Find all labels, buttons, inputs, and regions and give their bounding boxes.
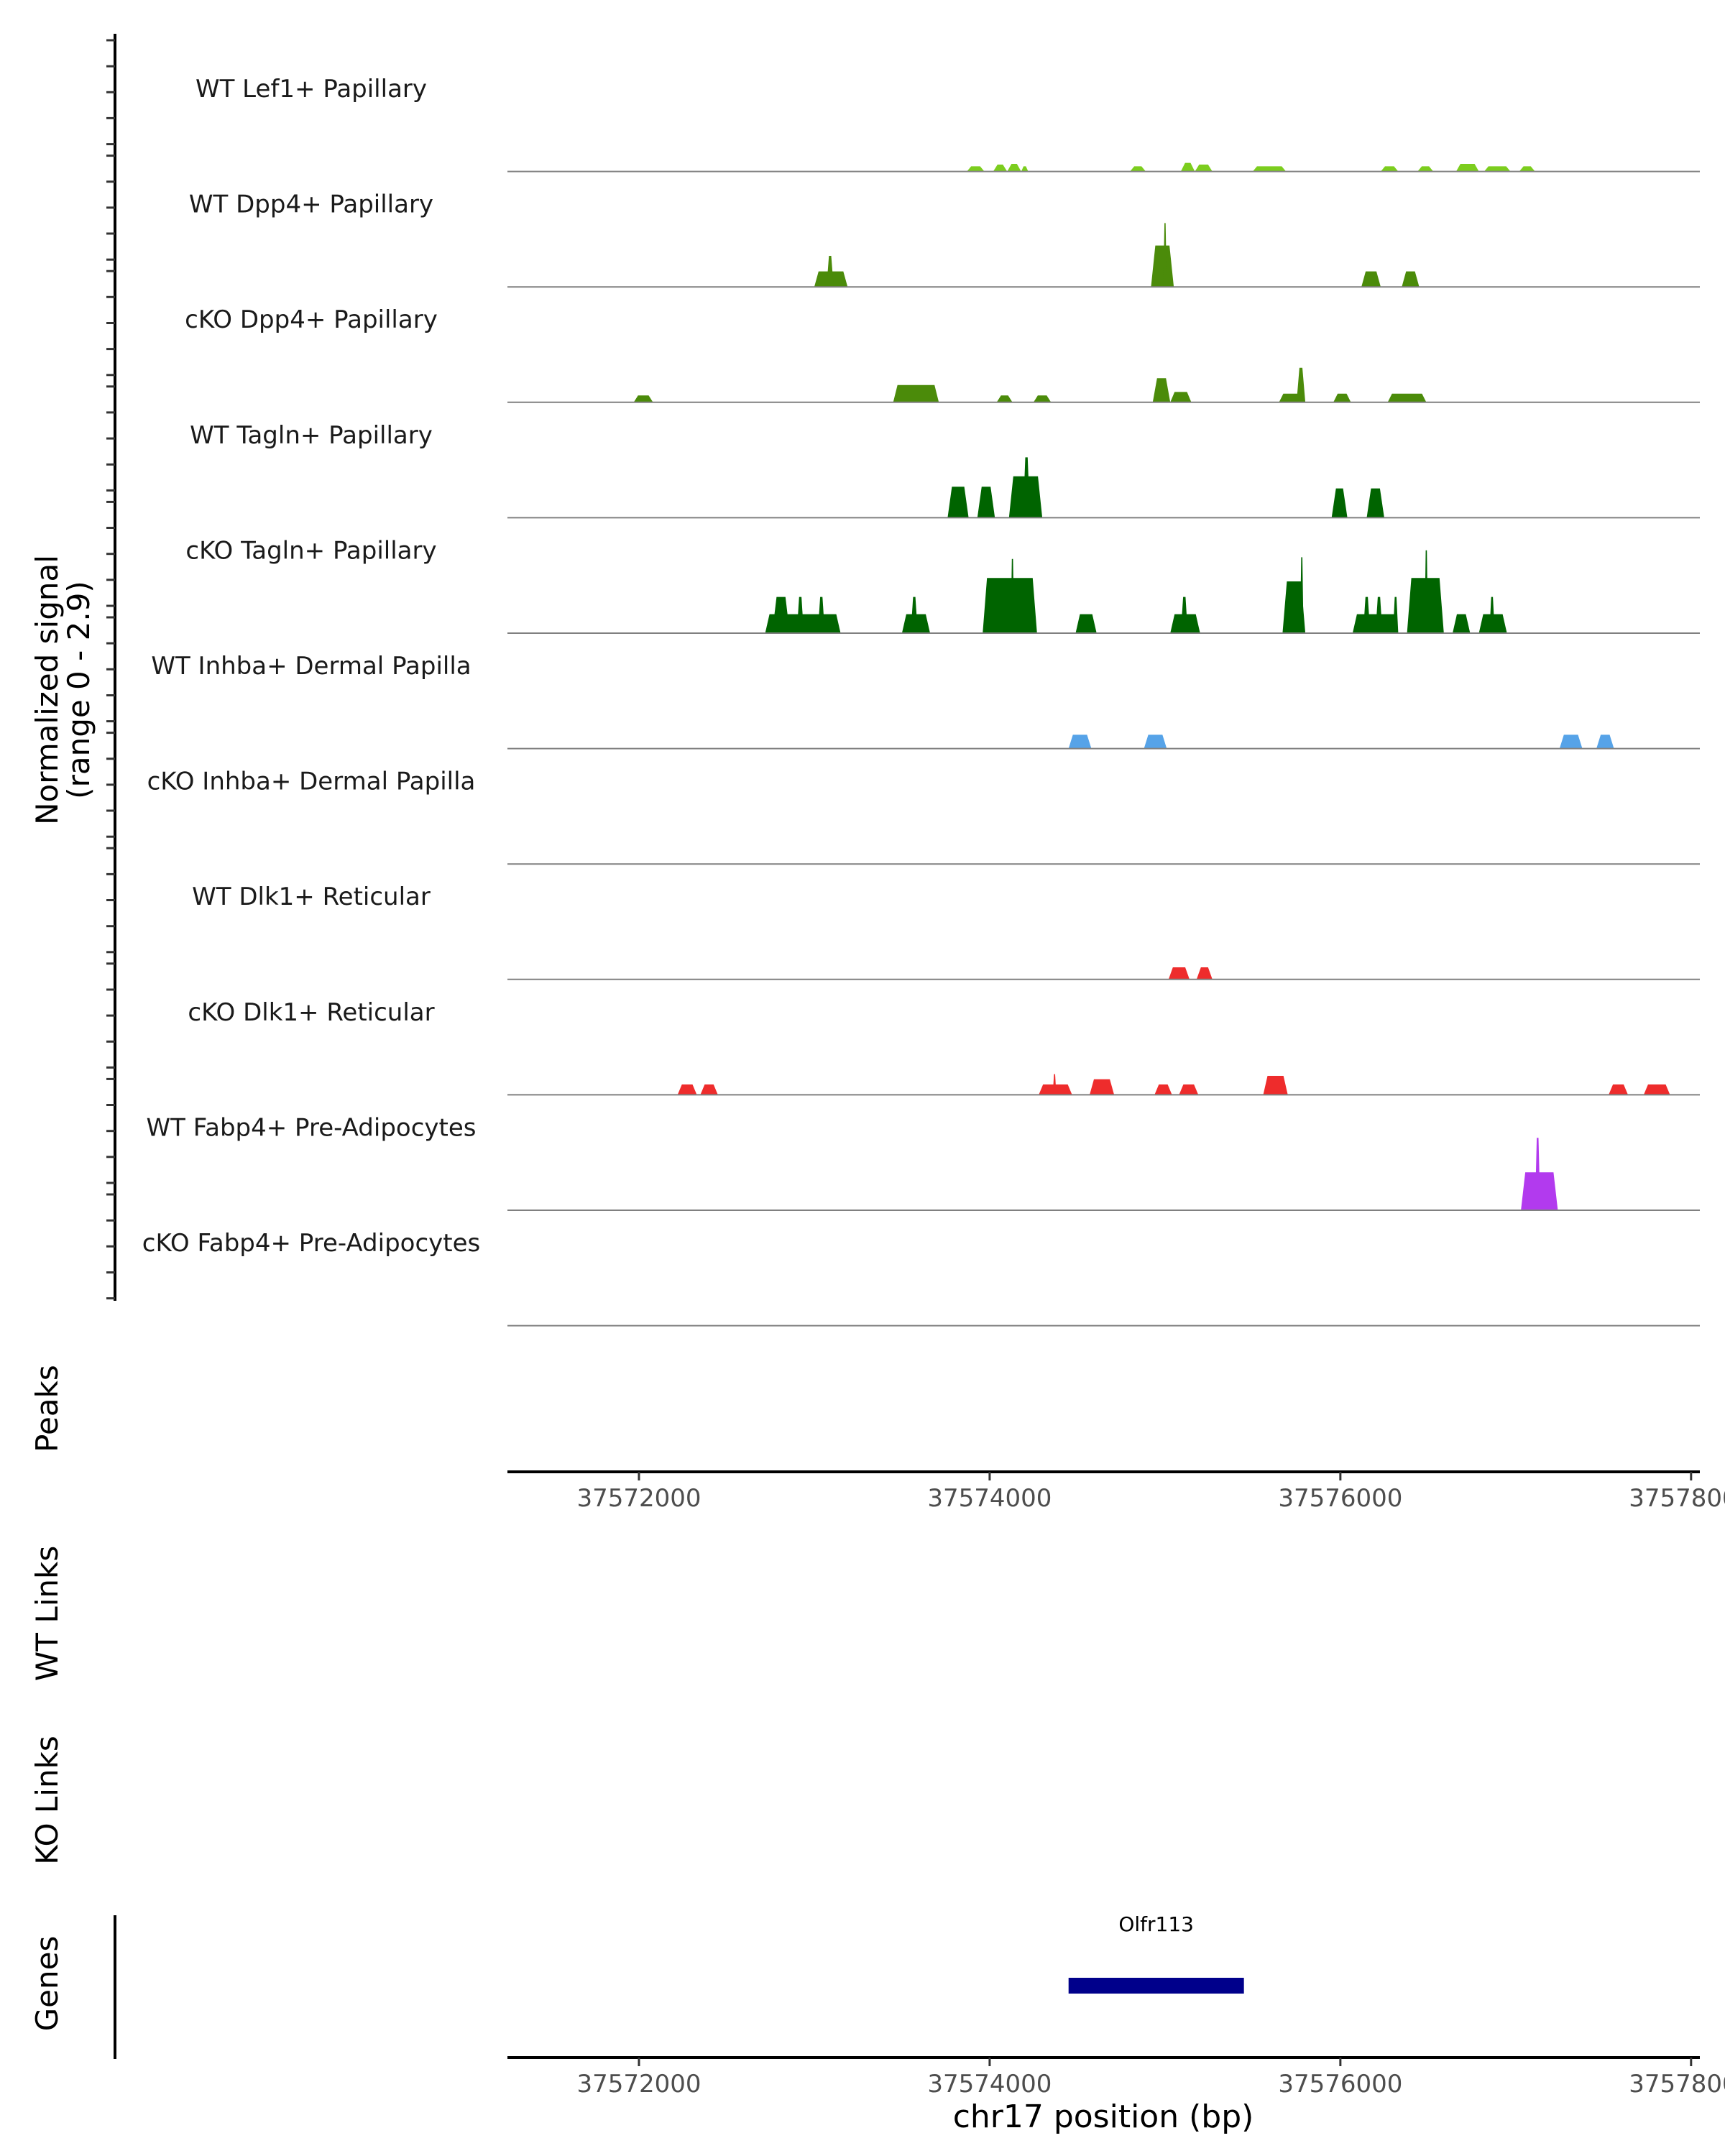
track-label-wt-dpp4-papillary: WT Dpp4+ Papillary — [189, 190, 433, 219]
peak-wt-inhba-dermal-papilla-3 — [1596, 734, 1614, 749]
peaks-panel-label: Peaks — [29, 1365, 65, 1452]
peak-cko-tagln-papillary-16 — [1393, 596, 1399, 633]
peak-wt-lef1-papillary-11 — [1484, 166, 1511, 172]
peak-wt-lef1-papillary-5 — [1180, 162, 1195, 172]
peak-cko-dlk1-reticular-1 — [700, 1084, 718, 1095]
wt-links-panel-label: WT Links — [29, 1546, 65, 1681]
peaks-x-axis-tick-label-0: 37572000 — [576, 1484, 701, 1513]
peak-cko-tagln-papillary-6 — [983, 578, 1037, 633]
peak-wt-lef1-papillary-6 — [1195, 165, 1213, 172]
peak-cko-dpp4-papillary-7 — [1296, 367, 1306, 402]
peaks-x-axis-tick-label-3: 37578000 — [1629, 1484, 1725, 1513]
peak-cko-dpp4-papillary-4 — [1152, 378, 1171, 402]
peak-wt-tagln-papillary-5 — [1366, 488, 1384, 518]
peak-wt-lef1-papillary-9 — [1417, 166, 1434, 172]
peak-cko-dpp4-papillary-0 — [633, 395, 653, 402]
peak-cko-dlk1-reticular-7 — [1263, 1076, 1288, 1095]
peak-wt-lef1-papillary-1 — [993, 165, 1008, 172]
peak-wt-dpp4-papillary-4 — [1361, 271, 1381, 287]
peak-wt-tagln-papillary-0 — [947, 487, 969, 518]
y-axis-label-line1: Normalized signal — [29, 555, 65, 825]
peak-cko-tagln-papillary-12 — [1300, 557, 1304, 633]
peak-cko-dlk1-reticular-6 — [1179, 1084, 1199, 1095]
genes-panel-label: Genes — [29, 1936, 65, 2032]
peak-cko-tagln-papillary-7 — [1011, 558, 1015, 633]
peak-cko-tagln-papillary-5 — [911, 596, 918, 633]
peak-wt-tagln-papillary-3 — [1023, 457, 1030, 518]
peak-wt-inhba-dermal-papilla-2 — [1559, 734, 1583, 749]
genes-x-axis-tick-label-2: 37576000 — [1278, 2070, 1402, 2099]
track-label-cko-dpp4-papillary: cKO Dpp4+ Papillary — [185, 305, 438, 334]
peaks-x-axis-tick-label-2: 37576000 — [1278, 1484, 1402, 1513]
track-label-wt-tagln-papillary: WT Tagln+ Papillary — [190, 421, 433, 450]
peak-wt-lef1-papillary-4 — [1130, 166, 1146, 172]
track-label-cko-dlk1-reticular: cKO Dlk1+ Reticular — [188, 998, 434, 1027]
peak-wt-fabp4-pre-adipocytes-1 — [1535, 1138, 1540, 1210]
peak-wt-dpp4-papillary-2 — [1151, 245, 1174, 287]
peak-cko-tagln-papillary-8 — [1075, 614, 1097, 633]
peak-cko-tagln-papillary-18 — [1425, 550, 1428, 633]
peak-cko-dpp4-papillary-9 — [1387, 393, 1427, 402]
peak-cko-dlk1-reticular-8 — [1609, 1084, 1628, 1095]
genes-x-axis-tick-label-3: 37578000 — [1629, 2070, 1725, 2099]
peak-cko-dlk1-reticular-9 — [1643, 1084, 1670, 1095]
genes-x-axis-tick-label-1: 37574000 — [927, 2070, 1052, 2099]
peak-wt-tagln-papillary-1 — [977, 487, 995, 518]
y-axis-label-line2: (range 0 - 2.9) — [61, 581, 96, 799]
peak-cko-dpp4-papillary-3 — [1033, 395, 1052, 402]
track-label-wt-inhba-dermal-papilla: WT Inhba+ Dermal Papilla — [151, 652, 471, 681]
peak-cko-dlk1-reticular-0 — [677, 1084, 697, 1095]
peak-wt-dlk1-reticular-1 — [1196, 967, 1213, 980]
peak-wt-lef1-papillary-3 — [1021, 166, 1029, 172]
signal-y-axis-ticks — [106, 39, 115, 1300]
peak-wt-lef1-papillary-8 — [1381, 166, 1399, 172]
peak-wt-lef1-papillary-7 — [1252, 166, 1287, 172]
ko-links-panel-label: KO Links — [29, 1736, 65, 1865]
peak-wt-lef1-papillary-2 — [1007, 164, 1021, 172]
peaks-x-axis-tick-label-1: 37574000 — [927, 1484, 1052, 1513]
peak-wt-dpp4-papillary-1 — [827, 256, 834, 287]
genes-x-axis-tick-label-0: 37572000 — [576, 2070, 701, 2099]
peak-cko-tagln-papillary-19 — [1453, 614, 1471, 633]
peak-cko-tagln-papillary-10 — [1180, 596, 1188, 633]
track-label-wt-lef1-papillary: WT Lef1+ Papillary — [196, 75, 427, 103]
track-label-cko-inhba-dermal-papilla: cKO Inhba+ Dermal Papilla — [147, 768, 476, 796]
gene-body-olfr113 — [1068, 1978, 1244, 1994]
peak-cko-tagln-papillary-15 — [1375, 596, 1383, 633]
peak-wt-tagln-papillary-4 — [1331, 488, 1348, 518]
peak-wt-dlk1-reticular-0 — [1168, 967, 1190, 980]
peak-cko-tagln-papillary-2 — [796, 596, 804, 633]
peak-cko-dlk1-reticular-3 — [1052, 1074, 1057, 1095]
peak-cko-dpp4-papillary-1 — [893, 384, 939, 402]
peak-cko-tagln-papillary-1 — [772, 596, 790, 633]
coverage-tracks: WT Lef1+ Papillary WT Dpp4+ Papillary cKO … — [142, 75, 1700, 1327]
peaks-x-axis-ticks: 37572000 37574000 37576000 37578000 — [576, 1472, 1725, 1513]
genes-x-axis-ticks: 37572000 37574000 37576000 37578000 — [576, 2058, 1725, 2099]
peak-cko-dpp4-papillary-2 — [996, 395, 1013, 402]
peak-wt-dpp4-papillary-5 — [1402, 271, 1420, 287]
peak-cko-tagln-papillary-14 — [1363, 596, 1371, 633]
peak-wt-dpp4-papillary-3 — [1163, 223, 1167, 287]
gene-annotations: Olfr113 — [1068, 1912, 1244, 1994]
peak-cko-dpp4-papillary-5 — [1170, 392, 1192, 402]
peak-cko-tagln-papillary-21 — [1489, 596, 1495, 633]
peak-wt-lef1-papillary-0 — [967, 166, 985, 172]
track-label-cko-fabp4-pre-adipocytes: cKO Fabp4+ Pre-Adipocytes — [142, 1229, 481, 1258]
track-label-wt-fabp4-pre-adipocytes: WT Fabp4+ Pre-Adipocytes — [147, 1113, 477, 1142]
x-axis-title: chr17 position (bp) — [953, 2099, 1254, 2135]
gene-label-olfr113: Olfr113 — [1118, 1912, 1194, 1936]
peak-cko-dpp4-papillary-8 — [1333, 393, 1351, 402]
peak-wt-lef1-papillary-10 — [1455, 164, 1479, 172]
peak-cko-dlk1-reticular-5 — [1154, 1084, 1172, 1095]
peak-wt-inhba-dermal-papilla-0 — [1068, 734, 1092, 749]
peak-cko-tagln-papillary-13 — [1352, 614, 1399, 633]
peak-wt-inhba-dermal-papilla-1 — [1144, 734, 1167, 749]
peak-wt-lef1-papillary-12 — [1519, 166, 1535, 172]
peak-cko-dlk1-reticular-4 — [1090, 1079, 1115, 1095]
track-label-cko-tagln-papillary: cKO Tagln+ Papillary — [185, 536, 436, 565]
peak-cko-tagln-papillary-3 — [817, 596, 825, 633]
track-label-wt-dlk1-reticular: WT Dlk1+ Reticular — [192, 883, 431, 911]
peak-cko-tagln-papillary-11 — [1282, 581, 1306, 633]
